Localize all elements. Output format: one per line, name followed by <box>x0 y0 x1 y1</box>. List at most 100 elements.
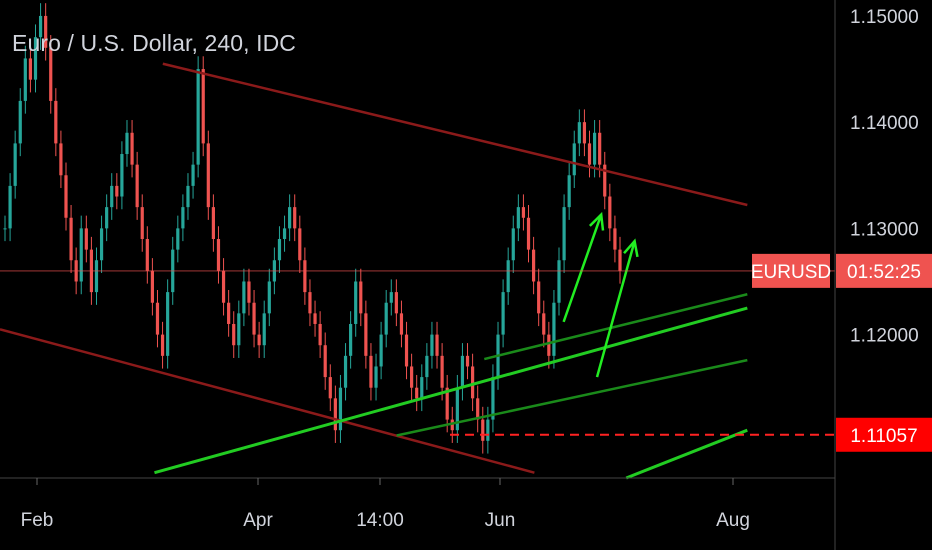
candle-body <box>318 323 322 346</box>
candle-body <box>338 387 343 431</box>
candle-body <box>476 398 480 420</box>
candle-body <box>526 217 531 250</box>
arrow-head <box>588 211 605 231</box>
chart-title: Euro / U.S. Dollar, 240, IDC <box>12 30 297 56</box>
candle-body <box>110 185 114 208</box>
symbol-badge <box>752 253 830 288</box>
candle-body <box>237 313 241 346</box>
candle-body <box>349 323 353 356</box>
candle-body <box>425 355 429 378</box>
y-tick-label: 1.15000 <box>850 7 919 28</box>
candle-body <box>486 419 490 441</box>
trend-lower-line <box>396 358 748 437</box>
candle-body <box>216 239 221 271</box>
candle-body <box>313 313 317 324</box>
arrow-shaft <box>595 240 636 378</box>
candle-body <box>471 366 475 399</box>
candle-body <box>89 249 94 293</box>
candle-body <box>79 228 83 282</box>
price-box: EURUSD 01:52:25 <box>751 253 932 288</box>
candle-body <box>44 15 48 48</box>
x-tick-label: Aug <box>716 510 750 531</box>
candle-body <box>166 292 170 356</box>
candle-body <box>64 175 68 218</box>
candle-body <box>455 387 459 431</box>
candle-body <box>592 132 597 165</box>
candle-body <box>105 207 109 229</box>
candle-body <box>364 313 368 356</box>
candle-body <box>603 164 607 197</box>
candle-body <box>115 185 119 197</box>
candle-body <box>221 270 226 303</box>
candle-body <box>450 419 454 431</box>
channel-upper-line <box>162 62 748 207</box>
candle-body <box>282 228 287 239</box>
candle-body <box>84 228 88 250</box>
y-axis: 1.15000 1.14000 1.13000 1.12000 <box>850 7 919 347</box>
candle-body <box>28 58 33 80</box>
candle-body <box>572 143 576 176</box>
candle-body <box>277 239 282 261</box>
candle-body <box>369 355 373 388</box>
candle-body <box>150 270 154 303</box>
candle-body <box>13 143 17 186</box>
trend-lines <box>0 62 748 480</box>
candle-body <box>516 207 520 229</box>
candle-body <box>257 334 261 346</box>
trend-main-line <box>154 306 748 475</box>
candle-body <box>247 281 251 303</box>
candle-body <box>491 377 495 420</box>
candle-body <box>272 260 276 282</box>
candle-body <box>394 292 398 314</box>
candle-body <box>49 47 53 101</box>
candle-body <box>460 355 465 388</box>
x-tick-label: Jun <box>485 510 516 531</box>
candle-body <box>465 355 470 367</box>
candle-body <box>23 58 27 101</box>
support-box: 1.11057 <box>836 417 932 452</box>
arrow-shaft <box>562 214 603 323</box>
candle-body <box>410 366 414 388</box>
candle-body <box>399 313 404 335</box>
candle-body <box>359 281 363 314</box>
support-badge <box>836 417 932 452</box>
candle-body <box>537 281 541 314</box>
candle-body <box>293 207 297 229</box>
candle-body <box>577 122 581 144</box>
candle-body <box>587 143 592 165</box>
candle-body <box>125 132 129 155</box>
y-tick-label: 1.14000 <box>850 113 919 134</box>
candle-body <box>521 207 526 218</box>
candle-body <box>379 334 383 367</box>
candle-body <box>404 334 409 367</box>
candle-body <box>288 207 292 229</box>
arrow-head <box>623 238 639 258</box>
candle-body <box>33 37 38 80</box>
candle-body <box>328 377 332 399</box>
candle-body <box>567 175 571 208</box>
support-label: 1.11057 <box>850 426 917 447</box>
candle-body <box>8 185 12 229</box>
candle-body <box>130 132 134 165</box>
candle-body <box>374 366 378 388</box>
candle-body <box>420 377 424 399</box>
symbol-label: EURUSD <box>751 262 831 283</box>
candle-body <box>69 217 73 261</box>
candle-body <box>99 228 104 261</box>
candle-body <box>506 260 510 293</box>
candle-body <box>557 260 561 303</box>
candle-body <box>120 154 124 197</box>
candle-body <box>145 239 149 271</box>
y-tick-label: 1.12000 <box>850 326 919 347</box>
channel-lower-line <box>0 328 535 474</box>
candle-body <box>54 100 58 144</box>
candle-body <box>94 260 99 293</box>
candle-body <box>140 207 144 239</box>
candle-body <box>435 334 439 356</box>
trend-lower-2-line <box>625 428 748 480</box>
trend-upper-line <box>484 293 748 361</box>
candle-body <box>608 196 612 229</box>
candle-body <box>160 334 165 356</box>
candle-body <box>155 302 160 335</box>
